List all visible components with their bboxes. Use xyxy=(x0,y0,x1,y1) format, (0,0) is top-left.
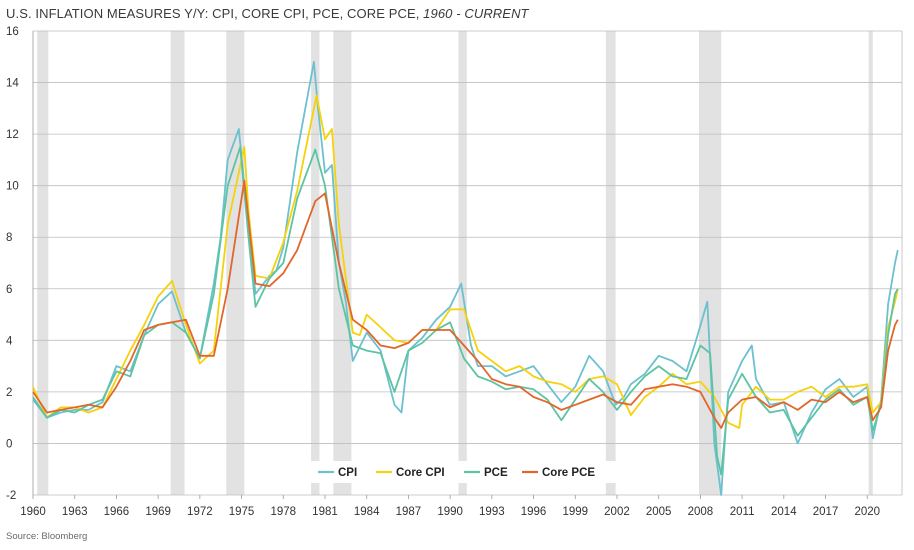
y-axis: -2 0 2 4 6 8 10 12 14 16 xyxy=(6,26,19,502)
recession-band-3 xyxy=(226,31,245,495)
recession-bands xyxy=(37,31,873,495)
x-axis: 1960 1963 1966 1969 1972 1975 1978 1981 1984 1987… xyxy=(20,495,880,518)
x-tick-label: 1963 xyxy=(62,506,88,518)
x-tick-label: 2020 xyxy=(854,506,880,518)
recession-band-9 xyxy=(868,31,873,495)
x-tick-label: 1972 xyxy=(187,506,213,518)
y-tick-label: 10 xyxy=(6,181,19,193)
y-tick-label: 8 xyxy=(6,232,12,244)
y-tick-label: 6 xyxy=(6,284,12,296)
legend-label-core-cpi: Core CPI xyxy=(396,467,445,479)
x-tick-label: 1987 xyxy=(396,506,422,518)
legend-label-core-pce: Core PCE xyxy=(542,467,595,479)
chart-title-main: U.S. INFLATION MEASURES Y/Y: CPI, CORE C… xyxy=(6,6,424,21)
recession-band-5 xyxy=(333,31,352,495)
x-tick-label: 2014 xyxy=(771,506,797,518)
x-tick-label: 1996 xyxy=(521,506,547,518)
x-tick-label: 1999 xyxy=(562,506,588,518)
legend-label-cpi: CPI xyxy=(338,467,357,479)
chart-title: U.S. INFLATION MEASURES Y/Y: CPI, CORE C… xyxy=(6,6,529,21)
y-tick-label: 4 xyxy=(6,335,13,347)
x-tick-label: 1975 xyxy=(229,506,255,518)
x-tick-label: 1981 xyxy=(312,506,338,518)
recession-band-7 xyxy=(605,31,616,495)
y-tick-label: -2 xyxy=(6,490,16,502)
gridlines xyxy=(32,30,903,496)
x-tick-label: 2005 xyxy=(646,506,672,518)
y-tick-label: 16 xyxy=(6,26,19,38)
x-tick-label: 1966 xyxy=(104,506,130,518)
recession-band-6 xyxy=(458,31,467,495)
recession-band-2 xyxy=(170,31,185,495)
series-line-core-pce xyxy=(32,179,899,429)
x-tick-label: 1960 xyxy=(20,506,46,518)
y-tick-label: 2 xyxy=(6,387,12,399)
recession-band-1 xyxy=(37,31,49,495)
x-tick-label: 1990 xyxy=(437,506,463,518)
source-note: Source: Bloomberg xyxy=(6,531,88,542)
x-tick-label: 1969 xyxy=(145,506,171,518)
y-tick-label: 14 xyxy=(6,78,19,90)
x-tick-label: 2017 xyxy=(813,506,839,518)
x-tick-label: 1978 xyxy=(270,506,296,518)
y-tick-label: 12 xyxy=(6,129,19,141)
series-lines xyxy=(32,61,899,496)
x-tick-label: 2008 xyxy=(688,506,714,518)
x-tick-label: 1993 xyxy=(479,506,505,518)
x-tick-label: 2011 xyxy=(730,506,755,518)
legend-label-pce: PCE xyxy=(484,467,508,479)
series-line-pce xyxy=(32,146,899,476)
y-tick-label: 0 xyxy=(6,438,12,450)
x-tick-label: 2002 xyxy=(604,506,630,518)
legend: CPI Core CPI PCE Core PCE xyxy=(310,461,622,483)
chart-title-range: 1960 - CURRENT xyxy=(423,6,529,21)
recession-band-4 xyxy=(311,31,320,495)
recession-band-8 xyxy=(699,31,722,495)
x-tick-label: 1984 xyxy=(354,506,380,518)
